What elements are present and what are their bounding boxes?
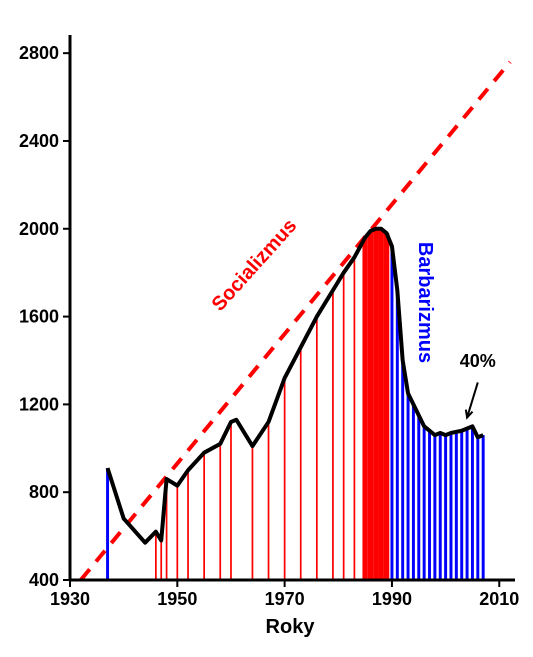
bar-barbarizmus xyxy=(455,432,458,580)
bar-socializmus xyxy=(284,378,286,580)
x-tick-label: 1970 xyxy=(265,589,305,609)
chart-bg xyxy=(0,0,533,657)
bar-socializmus xyxy=(252,446,254,580)
bar-socializmus xyxy=(343,273,345,580)
bar-socializmus xyxy=(160,540,162,580)
bar-socializmus xyxy=(230,422,232,580)
bar-socializmus xyxy=(219,444,221,580)
y-tick-label: 400 xyxy=(29,570,59,590)
bar-barbarizmus xyxy=(482,435,485,580)
bar-barbarizmus xyxy=(417,415,420,580)
bar-socializmus xyxy=(368,231,373,580)
bar-socializmus xyxy=(176,486,178,580)
bar-socializmus xyxy=(268,422,270,580)
bar-barbarizmus xyxy=(460,431,463,580)
bar-barbarizmus xyxy=(412,404,415,580)
chart-svg: 400 800 1200 1600 2000 2400 2800 1930 1950 1970 19… xyxy=(0,0,533,657)
bar-barbarizmus xyxy=(466,429,469,580)
bar-socializmus xyxy=(187,470,189,580)
bar-socializmus xyxy=(332,290,334,580)
bar-barbarizmus xyxy=(471,426,474,580)
y-tick-label: 2000 xyxy=(19,219,59,239)
bar-socializmus xyxy=(300,347,302,580)
bar-socializmus xyxy=(155,532,157,580)
bar-barbarizmus xyxy=(433,435,436,580)
chart-container: 400 800 1200 1600 2000 2400 2800 1930 1950 1970 19… xyxy=(0,0,533,657)
bar-socializmus xyxy=(384,233,389,580)
bar-barbarizmus xyxy=(428,431,431,580)
bar-socializmus xyxy=(373,229,378,580)
y-tick-label: 2800 xyxy=(19,43,59,63)
bar-barbarizmus xyxy=(450,433,453,580)
y-tick-label: 2400 xyxy=(19,131,59,151)
bar-socializmus xyxy=(362,238,367,580)
x-tick-label: 1950 xyxy=(157,589,197,609)
bar-barbarizmus xyxy=(439,433,442,580)
callout-label: 40% xyxy=(460,351,496,371)
y-tick-label: 1600 xyxy=(19,307,59,327)
bar-barbarizmus xyxy=(444,435,447,580)
bar-socializmus xyxy=(316,317,318,580)
bar-barbarizmus xyxy=(407,393,410,580)
bar-socializmus xyxy=(379,229,384,580)
bar-barbarizmus xyxy=(396,290,399,580)
bar-barbarizmus xyxy=(476,437,479,580)
x-axis-title: Roky xyxy=(266,616,316,638)
x-tick-label: 1990 xyxy=(372,589,412,609)
x-tick-label: 2010 xyxy=(479,589,519,609)
label-barbarizmus: Barbarizmus xyxy=(414,242,436,363)
x-tick-label: 1930 xyxy=(50,589,90,609)
bar-barbarizmus xyxy=(390,246,393,580)
bar-socializmus xyxy=(203,453,205,580)
bar-barbarizmus xyxy=(423,426,426,580)
y-tick-label: 1200 xyxy=(19,394,59,414)
bar-barbarizmus xyxy=(106,468,109,580)
y-tick-label: 800 xyxy=(29,482,59,502)
bar-socializmus xyxy=(354,257,356,580)
bar-barbarizmus xyxy=(401,360,404,580)
